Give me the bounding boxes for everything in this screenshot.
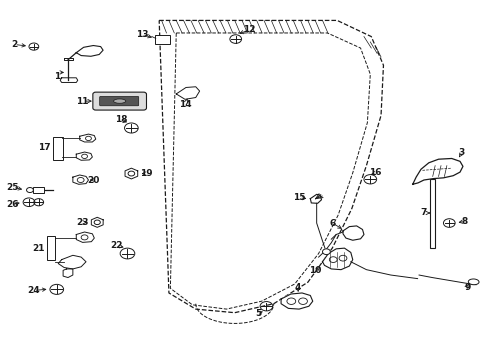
Text: 18: 18 <box>115 114 127 123</box>
Text: 19: 19 <box>140 169 152 178</box>
Text: 25: 25 <box>7 183 19 192</box>
FancyBboxPatch shape <box>429 179 434 248</box>
Polygon shape <box>91 217 103 227</box>
Text: 7: 7 <box>420 208 426 217</box>
Text: 5: 5 <box>255 309 261 318</box>
Polygon shape <box>76 152 92 160</box>
Circle shape <box>322 249 330 255</box>
Polygon shape <box>73 175 88 184</box>
Text: 15: 15 <box>292 193 305 202</box>
Ellipse shape <box>113 99 125 103</box>
Text: 13: 13 <box>136 30 148 39</box>
Polygon shape <box>310 194 321 203</box>
Text: 1: 1 <box>54 72 60 81</box>
Text: 24: 24 <box>27 286 40 295</box>
Text: 10: 10 <box>308 266 321 275</box>
Text: 11: 11 <box>76 96 89 105</box>
Text: 26: 26 <box>7 200 19 209</box>
FancyBboxPatch shape <box>93 92 146 110</box>
Polygon shape <box>64 58 73 60</box>
Polygon shape <box>412 158 462 184</box>
Ellipse shape <box>468 279 478 285</box>
Polygon shape <box>63 269 73 278</box>
Text: 20: 20 <box>87 176 100 185</box>
Polygon shape <box>342 226 363 240</box>
Text: 4: 4 <box>294 283 301 292</box>
Polygon shape <box>125 168 138 179</box>
Text: 9: 9 <box>464 283 470 292</box>
Polygon shape <box>60 78 78 82</box>
Text: 6: 6 <box>328 219 335 228</box>
FancyBboxPatch shape <box>155 35 170 44</box>
Polygon shape <box>322 248 352 270</box>
Polygon shape <box>76 45 103 56</box>
Polygon shape <box>176 87 199 99</box>
Text: 14: 14 <box>178 100 191 109</box>
Text: 21: 21 <box>32 244 45 253</box>
FancyBboxPatch shape <box>100 96 139 106</box>
FancyBboxPatch shape <box>47 236 55 260</box>
Circle shape <box>26 188 33 193</box>
Text: 23: 23 <box>76 218 89 227</box>
FancyBboxPatch shape <box>53 136 62 159</box>
Text: 8: 8 <box>461 217 467 226</box>
Polygon shape <box>58 255 86 269</box>
Polygon shape <box>159 21 383 313</box>
Text: 17: 17 <box>38 143 51 152</box>
Polygon shape <box>281 293 312 309</box>
Text: 2: 2 <box>11 40 18 49</box>
Polygon shape <box>76 232 94 242</box>
Polygon shape <box>80 134 96 142</box>
Text: 3: 3 <box>457 148 464 157</box>
Text: 16: 16 <box>368 168 381 177</box>
FancyBboxPatch shape <box>33 187 44 193</box>
Text: 12: 12 <box>243 25 255 34</box>
Text: 22: 22 <box>110 241 123 250</box>
